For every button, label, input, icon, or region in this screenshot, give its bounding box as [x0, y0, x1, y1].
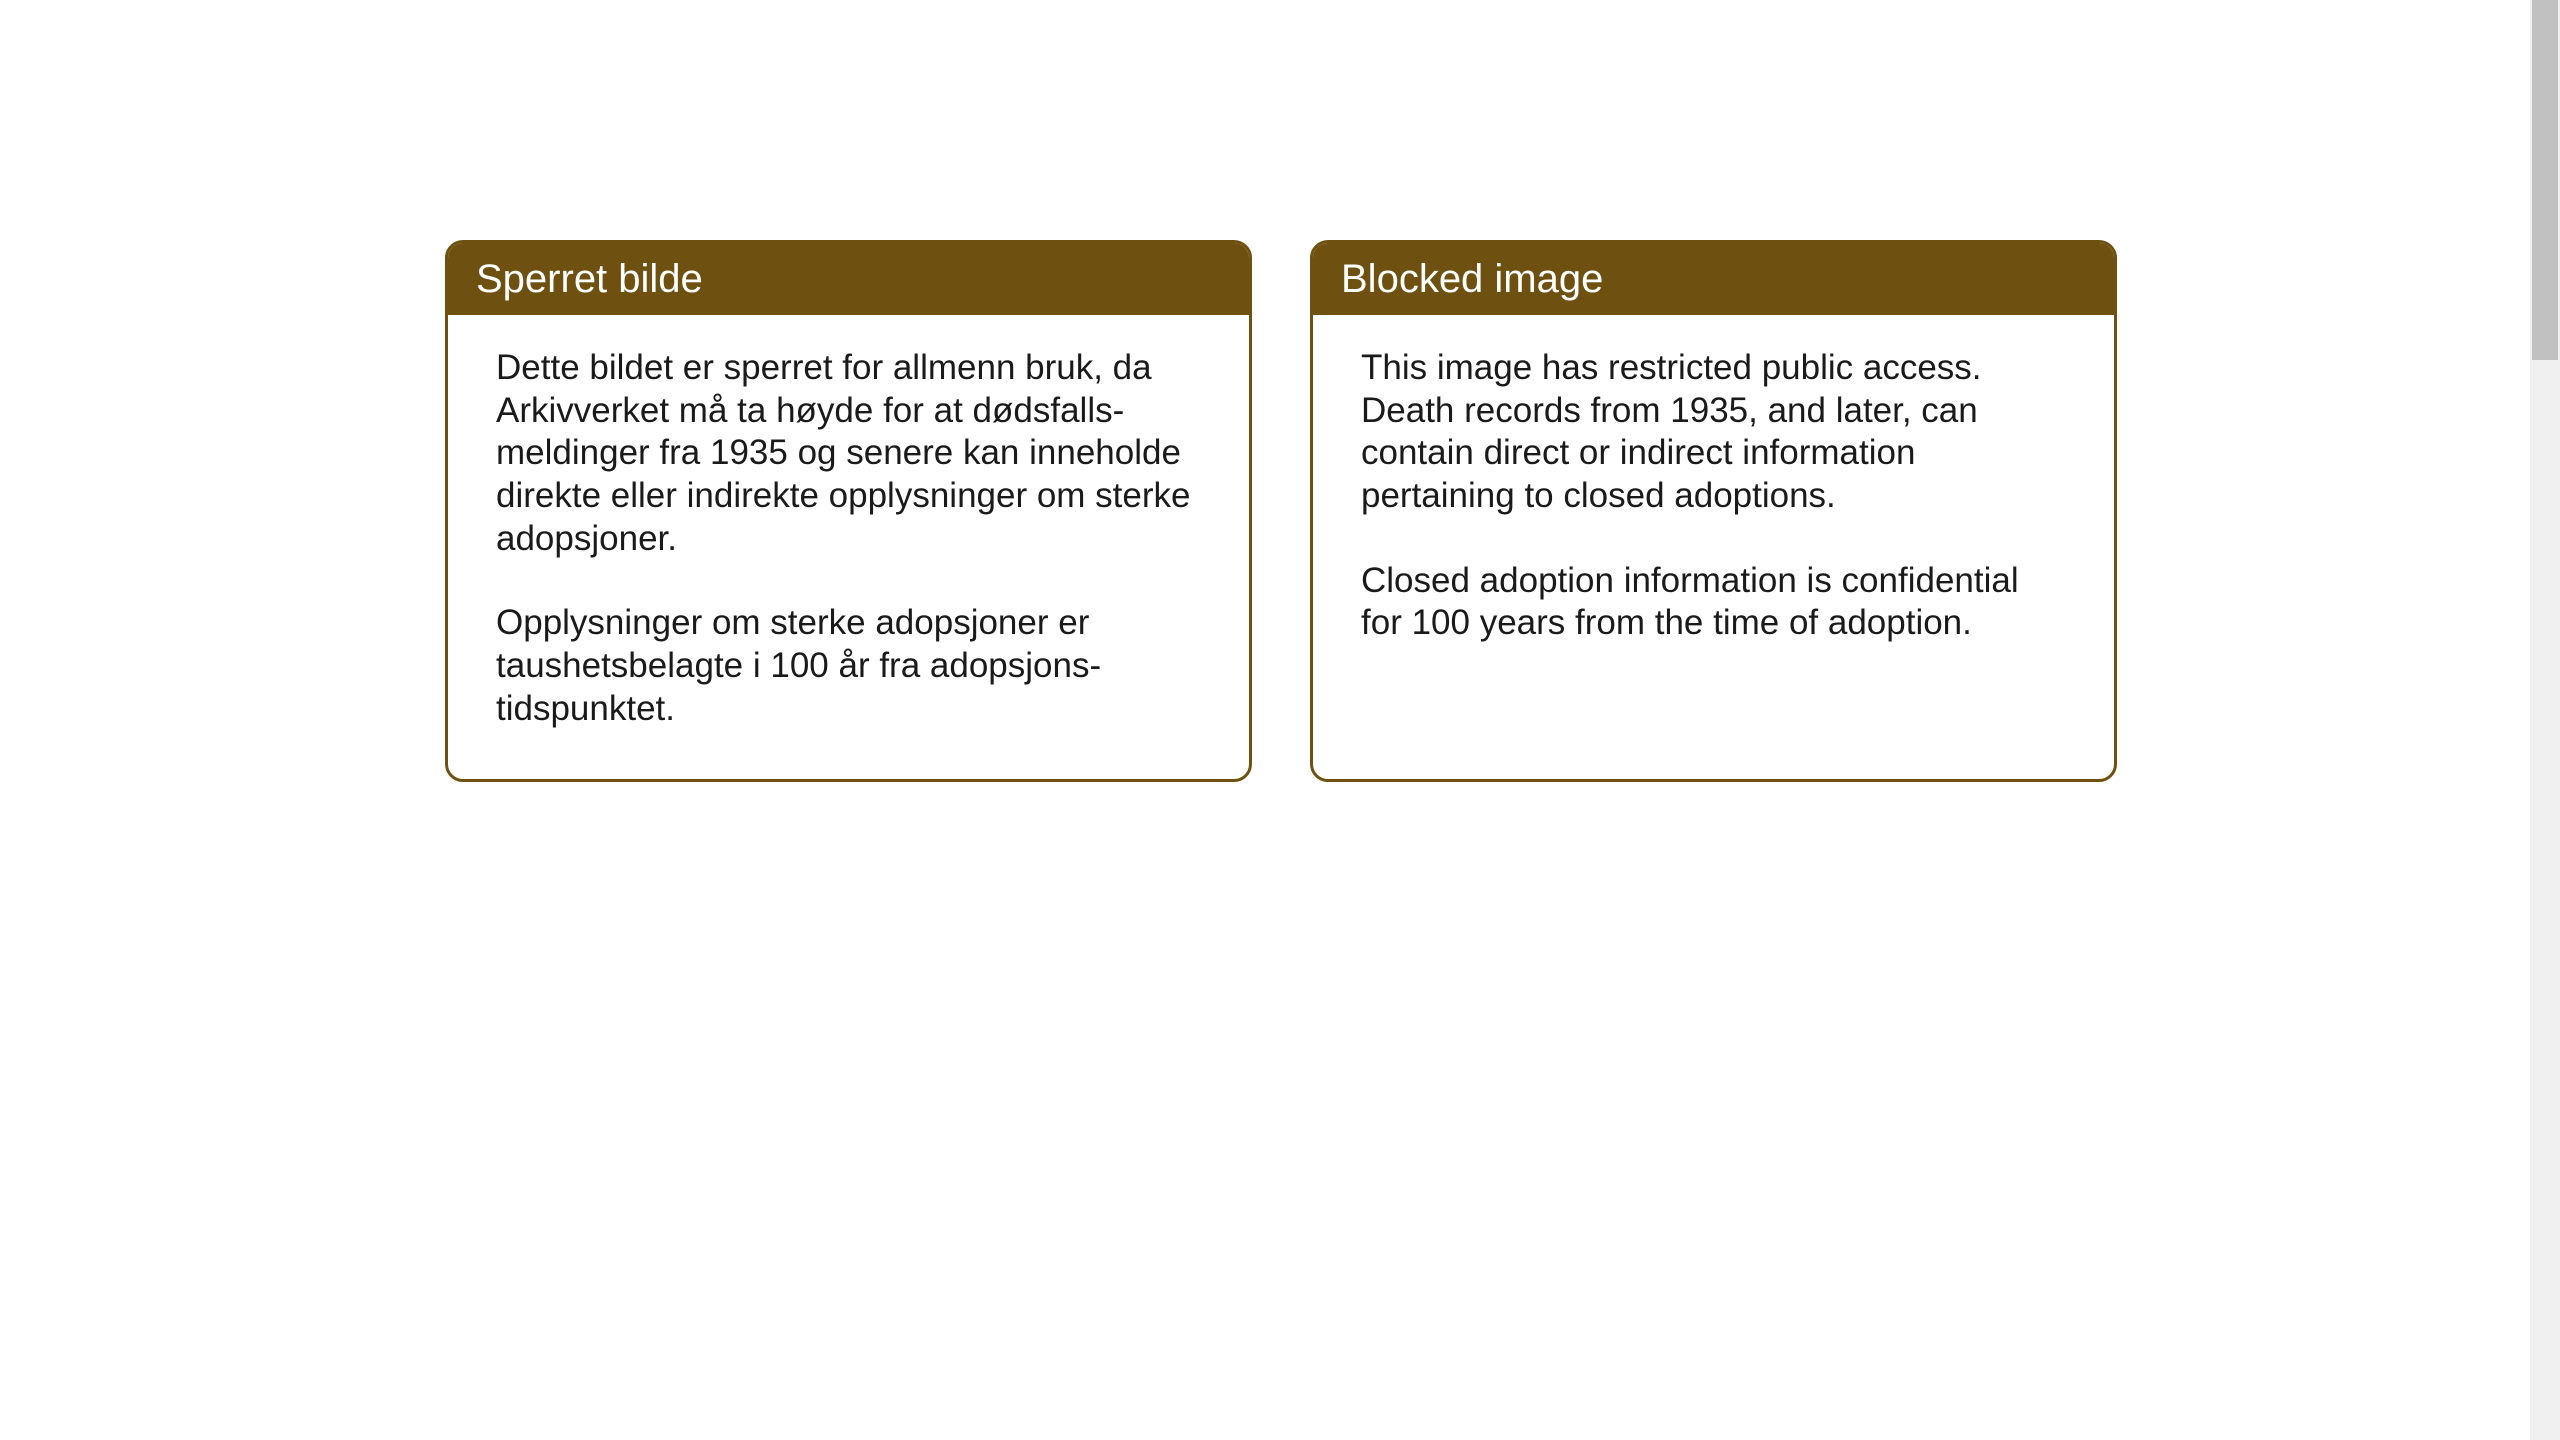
card-body-norwegian: Dette bildet er sperret for allmenn bruk… — [448, 315, 1249, 779]
card-body-english: This image has restricted public access.… — [1313, 315, 2114, 693]
card-paragraph: This image has restricted public access.… — [1361, 347, 2066, 518]
card-header-norwegian: Sperret bilde — [448, 243, 1249, 315]
notice-card-english: Blocked image This image has restricted … — [1310, 240, 2117, 782]
card-title: Sperret bilde — [476, 257, 703, 301]
notice-cards-container: Sperret bilde Dette bildet er sperret fo… — [445, 240, 2117, 782]
card-paragraph: Opplysninger om sterke adopsjoner er tau… — [496, 602, 1201, 730]
notice-card-norwegian: Sperret bilde Dette bildet er sperret fo… — [445, 240, 1252, 782]
card-paragraph: Dette bildet er sperret for allmenn bruk… — [496, 347, 1201, 560]
card-title: Blocked image — [1341, 257, 1603, 301]
card-header-english: Blocked image — [1313, 243, 2114, 315]
vertical-scrollbar-track[interactable] — [2530, 0, 2560, 1440]
card-paragraph: Closed adoption information is confident… — [1361, 560, 2066, 645]
vertical-scrollbar-thumb[interactable] — [2532, 0, 2558, 360]
